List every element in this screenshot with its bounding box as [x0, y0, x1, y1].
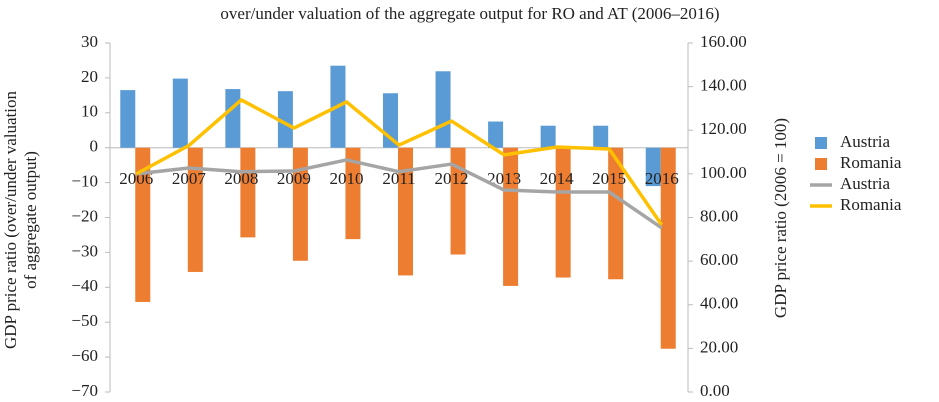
y-tick-label: 30 [81, 32, 98, 51]
bar [345, 147, 361, 240]
chart-title: over/under valuation of the aggregate ou… [220, 4, 719, 23]
y-tick-label: −70 [71, 381, 98, 400]
bar [240, 147, 256, 238]
x-tick-label: 2013 [487, 169, 521, 188]
y-tick-label: −40 [71, 276, 98, 295]
y2-tick-label: 140.00 [700, 76, 747, 95]
y-tick-label: −50 [71, 311, 98, 330]
x-tick-label: 2014 [540, 169, 575, 188]
x-tick-label: 2012 [435, 169, 469, 188]
bar [435, 71, 451, 148]
y2-tick-label: 80.00 [700, 206, 738, 225]
bar [488, 121, 504, 148]
legend-label: Austria [840, 174, 891, 193]
bar [398, 147, 413, 276]
x-tick-label: 2011 [382, 169, 415, 188]
x-tick-label: 2016 [645, 169, 679, 188]
bar [120, 90, 136, 148]
bar [555, 147, 571, 278]
x-tick-label: 2010 [329, 169, 363, 188]
bar [187, 147, 203, 272]
y2-tick-label: 60.00 [700, 250, 738, 269]
legend-label: Romania [840, 153, 902, 172]
y2-axis-title: GDP price ratio (2006 = 100) [771, 118, 790, 318]
legend-swatch [815, 158, 827, 170]
y-tick-label: −20 [71, 206, 98, 225]
y-axis-title-line: of aggregate output) [21, 151, 40, 289]
legend-label: Romania [840, 195, 902, 214]
y2-tick-label: 160.00 [700, 32, 747, 51]
bar [503, 147, 519, 286]
bar [593, 125, 609, 148]
bar [540, 125, 556, 148]
y2-tick-label: 100.00 [700, 163, 747, 182]
x-tick-label: 2007 [172, 169, 207, 188]
bar [225, 89, 241, 148]
y-tick-label: −10 [71, 172, 98, 191]
legend-label: Austria [840, 132, 891, 151]
y2-tick-label: 120.00 [700, 119, 747, 138]
x-tick-label: 2008 [224, 169, 258, 188]
legend-swatch [815, 137, 827, 149]
bar [645, 147, 661, 187]
bar [660, 147, 676, 349]
line [135, 98, 664, 226]
y-tick-label: 10 [81, 102, 98, 121]
bar [172, 78, 188, 148]
y2-tick-label: 40.00 [700, 294, 738, 313]
bar [135, 147, 151, 302]
bar [450, 147, 466, 255]
y2-tick-label: 0.00 [700, 381, 730, 400]
y-tick-label: −60 [71, 346, 98, 365]
line [136, 158, 663, 230]
bar [292, 147, 308, 261]
bar [608, 147, 624, 280]
y-tick-label: 20 [81, 67, 98, 86]
x-tick-label: 2015 [592, 169, 626, 188]
y-tick-label: −30 [71, 241, 98, 260]
y-axis-title-line: GDP price ratio (over/under valuation [1, 90, 20, 349]
bar [277, 91, 293, 148]
y-axis-title: GDP price ratio (over/under valuationof … [1, 90, 40, 349]
y-tick-label: 0 [90, 137, 99, 156]
x-tick-label: 2009 [277, 169, 311, 188]
y2-tick-label: 20.00 [700, 337, 738, 356]
